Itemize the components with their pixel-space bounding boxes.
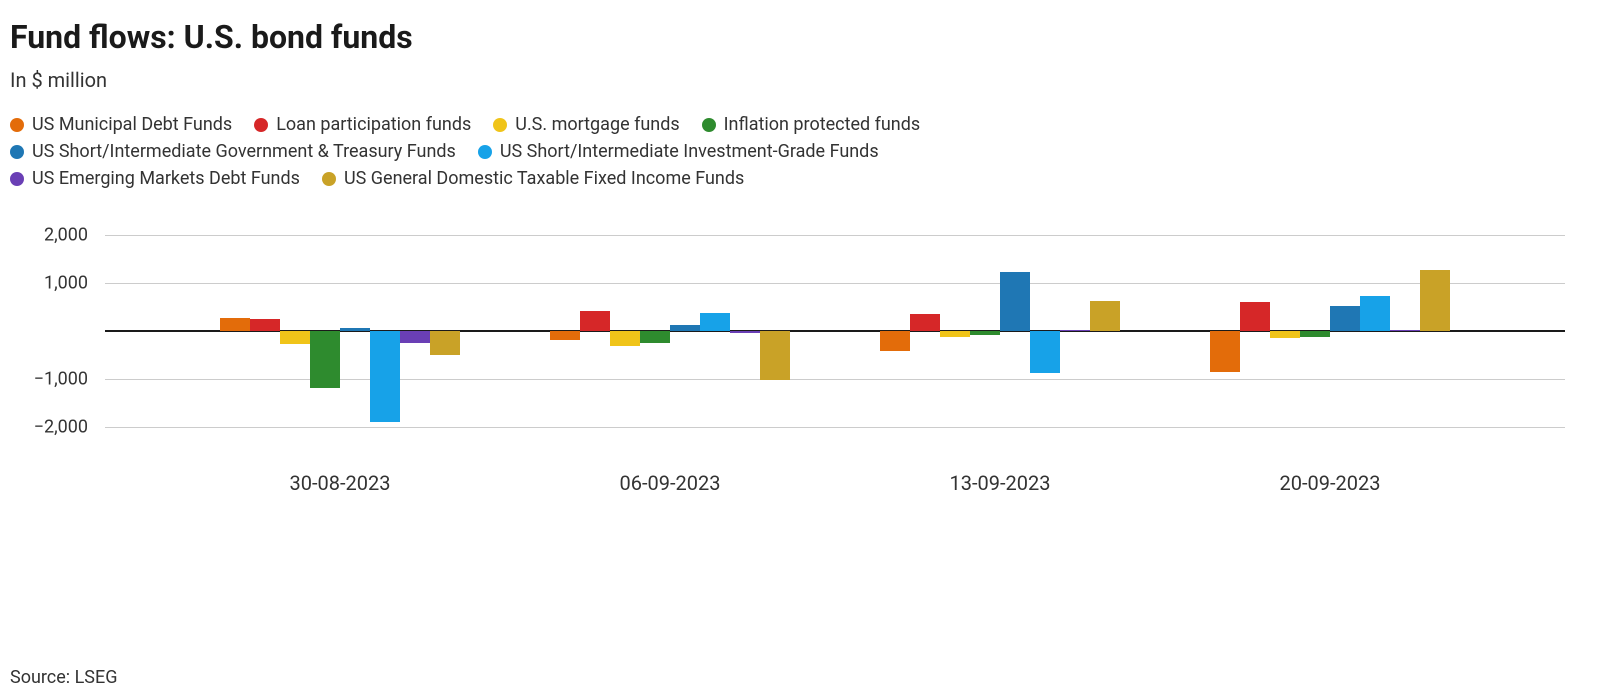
chart-area: −2,000 −1,000 1,000 2,000 30-08-2023 06-09-2…	[10, 211, 1570, 511]
gridline	[105, 235, 1565, 236]
legend-dot-loan	[254, 118, 268, 132]
legend-item-mortg: U.S. mortgage funds	[493, 114, 679, 135]
legend-dot-govtsy	[10, 145, 24, 159]
y-tick-label: −1,000	[8, 369, 88, 390]
x-tick-label: 30-08-2023	[290, 471, 391, 495]
legend-item-tips: Inflation protected funds	[702, 114, 921, 135]
legend-label-taxfix: US General Domestic Taxable Fixed Income…	[344, 168, 744, 189]
bar-igrade	[1360, 296, 1390, 331]
x-tick-label: 06-09-2023	[620, 471, 721, 495]
x-axis-labels: 30-08-2023 06-09-2023 13-09-2023 20-09-2023	[105, 471, 1565, 501]
bar-loan	[580, 311, 610, 331]
x-tick-label: 20-09-2023	[1280, 471, 1381, 495]
legend-label-muni: US Municipal Debt Funds	[32, 114, 232, 135]
bar-tips	[310, 331, 340, 388]
legend-item-emdebt: US Emerging Markets Debt Funds	[10, 168, 300, 189]
bar-igrade	[370, 331, 400, 422]
legend-label-igrade: US Short/Intermediate Investment-Grade F…	[500, 141, 879, 162]
bar-taxfix	[760, 331, 790, 380]
legend-label-emdebt: US Emerging Markets Debt Funds	[32, 168, 300, 189]
legend-label-govtsy: US Short/Intermediate Government & Treas…	[32, 141, 456, 162]
gridline	[105, 283, 1565, 284]
bar-muni	[220, 318, 250, 331]
x-tick-label: 13-09-2023	[950, 471, 1051, 495]
legend-dot-emdebt	[10, 172, 24, 186]
bar-emdebt	[1390, 330, 1420, 331]
bar-muni	[1210, 331, 1240, 372]
legend-label-mortg: U.S. mortgage funds	[515, 114, 679, 135]
bar-loan	[1240, 302, 1270, 331]
legend-item-taxfix: US General Domestic Taxable Fixed Income…	[322, 168, 744, 189]
bar-muni	[550, 331, 580, 340]
bar-govtsy	[1000, 272, 1030, 331]
bar-govtsy	[670, 325, 700, 331]
bar-emdebt	[400, 331, 430, 343]
gridline	[105, 427, 1565, 428]
bar-taxfix	[430, 331, 460, 355]
legend-dot-taxfix	[322, 172, 336, 186]
bar-loan	[910, 314, 940, 331]
bar-tips	[1300, 331, 1330, 337]
bar-taxfix	[1420, 270, 1450, 331]
chart-subtitle: In $ million	[10, 68, 1590, 92]
y-tick-label: 2,000	[8, 225, 88, 246]
bar-mortg	[940, 331, 970, 337]
bar-loan	[250, 319, 280, 331]
legend-dot-igrade	[478, 145, 492, 159]
bar-muni	[880, 331, 910, 351]
legend-item-igrade: US Short/Intermediate Investment-Grade F…	[478, 141, 879, 162]
plot-area	[105, 211, 1565, 451]
legend-item-loan: Loan participation funds	[254, 114, 471, 135]
bar-mortg	[610, 331, 640, 346]
legend: US Municipal Debt Funds Loan participatio…	[10, 114, 1110, 189]
legend-dot-tips	[702, 118, 716, 132]
legend-dot-muni	[10, 118, 24, 132]
legend-label-loan: Loan participation funds	[276, 114, 471, 135]
bar-emdebt	[1060, 330, 1090, 331]
bar-igrade	[700, 313, 730, 331]
bar-igrade	[1030, 331, 1060, 373]
legend-dot-mortg	[493, 118, 507, 132]
y-axis: −2,000 −1,000 1,000 2,000	[10, 211, 100, 451]
y-tick-label: 1,000	[8, 273, 88, 294]
legend-item-muni: US Municipal Debt Funds	[10, 114, 232, 135]
bar-taxfix	[1090, 301, 1120, 331]
bar-tips	[970, 331, 1000, 335]
bar-tips	[640, 331, 670, 343]
legend-label-tips: Inflation protected funds	[724, 114, 921, 135]
source-label: Source: LSEG	[10, 667, 117, 688]
bar-mortg	[1270, 331, 1300, 338]
chart-title: Fund flows: U.S. bond funds	[10, 18, 1590, 56]
bar-emdebt	[730, 331, 760, 333]
bar-mortg	[280, 331, 310, 344]
y-tick-label: −2,000	[8, 417, 88, 438]
legend-item-govtsy: US Short/Intermediate Government & Treas…	[10, 141, 456, 162]
bar-govtsy	[1330, 306, 1360, 331]
bar-govtsy	[340, 328, 370, 331]
